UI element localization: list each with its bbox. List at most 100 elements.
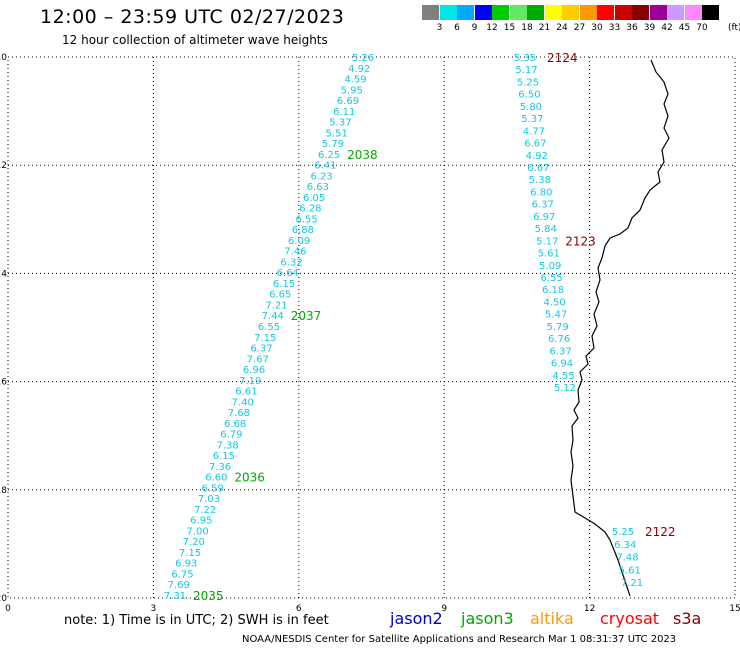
wave-height-reading: 6.55 (258, 322, 280, 333)
legend-swatch (562, 5, 579, 20)
page-title: 12:00 – 23:59 UTC 02/27/2023 (40, 6, 345, 28)
legend-label: 9 (471, 23, 478, 33)
wave-height-reading: 5.25 (612, 527, 634, 538)
wave-height-reading: 6.59 (201, 483, 223, 494)
wave-height-reading: 6.18 (542, 285, 564, 296)
wave-height-reading: 6.55 (295, 214, 317, 225)
wave-height-reading: 6.63 (307, 182, 329, 193)
wave-height-reading: 6.96 (243, 365, 265, 376)
wave-height-reading: 6.64 (277, 268, 299, 279)
legend-label: 12 (486, 23, 498, 33)
footer-note: note: 1) Time is in UTC; 2) SWH is in fe… (64, 613, 329, 628)
pass-time-label: 2124 (547, 51, 578, 65)
longitude-tick-label: 15 (729, 604, 740, 614)
wave-height-reading: 6.93 (175, 559, 197, 570)
wave-height-reading: 7.21 (621, 578, 643, 589)
longitude-tick-label: 9 (441, 604, 447, 614)
wave-height-reading: 4.92 (526, 151, 548, 162)
legend-swatch (667, 5, 684, 20)
wave-height-reading: 6.37 (549, 346, 571, 357)
pass-time-label: 2035 (193, 589, 224, 603)
wave-height-reading: 7.67 (247, 354, 269, 365)
wave-height-reading: 6.80 (530, 187, 552, 198)
wave-height-reading: 6.75 (171, 569, 193, 580)
wave-height-reading: 5.25 (517, 77, 539, 88)
wave-height-reading: 7.03 (198, 494, 220, 505)
wave-height-reading: 4.55 (552, 371, 574, 382)
legend-swatch (614, 5, 632, 20)
wave-height-reading: 7.19 (239, 376, 261, 387)
wave-height-reading: 6.15 (213, 451, 235, 462)
wave-height-reading: 5.38 (529, 175, 551, 186)
wave-height-reading: 7.46 (284, 247, 306, 258)
wave-height-reading: 5.79 (322, 139, 344, 150)
wave-height-reading: 6.79 (220, 430, 242, 441)
wave-height-reading: 5.12 (554, 383, 576, 394)
latitude-tick-label: -18 (0, 486, 7, 496)
wave-height-reading: 6.67 (527, 163, 549, 174)
legend-swatch (632, 5, 649, 20)
legend-swatch (684, 5, 702, 20)
wave-height-reading: 7.20 (183, 537, 205, 548)
wave-height-reading: 7.68 (228, 408, 250, 419)
wave-height-reading: 6.76 (548, 334, 570, 345)
wave-height-reading: 6.28 (299, 204, 321, 215)
wave-height-reading: 6.09 (288, 236, 310, 247)
wave-height-reading: 5.95 (341, 85, 363, 96)
legend-label: 70 (696, 23, 708, 33)
wave-height-reading: 5.84 (535, 224, 557, 235)
wave-height-reading: 5.26 (352, 53, 374, 64)
wave-height-reading: 6.60 (205, 473, 227, 484)
legend-label: 6 (454, 23, 460, 33)
wave-height-reading: 5.47 (545, 310, 567, 321)
satellite-cryosat-label: cryosat (600, 609, 660, 628)
wave-height-reading: 7.69 (168, 580, 190, 591)
legend-label: 24 (556, 23, 568, 33)
legend-label: 30 (591, 23, 603, 33)
satellite-jason2-label: jason2 (390, 609, 443, 628)
wave-height-reading: 5.80 (520, 102, 542, 113)
wave-height-reading: 6.25 (318, 150, 340, 161)
pass-time-label: 2122 (645, 525, 676, 539)
wave-height-reading: 4.92 (348, 64, 370, 75)
wave-height-reading: 6.97 (533, 212, 555, 223)
wave-height-reading: 6.65 (269, 290, 291, 301)
legend-swatch (527, 5, 544, 20)
wave-height-reading: 5.79 (546, 322, 568, 333)
legend-label: 18 (521, 23, 533, 33)
wave-height-reading: 6.95 (190, 516, 212, 527)
wave-height-reading: 7.38 (217, 440, 239, 451)
longitude-tick-label: 6 (296, 604, 302, 614)
legend-swatch (509, 5, 527, 20)
wave-height-reading: 6.88 (292, 225, 314, 236)
wave-height-reading: 5.37 (521, 114, 543, 125)
wave-height-reading: 5.17 (536, 236, 558, 247)
legend-label: 42 (661, 23, 673, 33)
legend-label: 39 (643, 23, 656, 33)
wave-height-reading: 4.77 (523, 126, 545, 137)
legend-swatch (474, 5, 492, 20)
satellite-jason3-label: jason3 (461, 609, 514, 628)
wave-height-reading: 6.37 (250, 344, 272, 355)
legend-swatch (579, 5, 597, 20)
pass-time-label: 2038 (347, 148, 378, 162)
wave-height-reading: 6.05 (303, 193, 325, 204)
longitude-tick-label: 0 (5, 604, 11, 614)
wave-height-reading: 6.68 (224, 419, 246, 430)
legend-swatch (597, 5, 614, 20)
page-subtitle: 12 hour collection of altimeter wave hei… (62, 33, 328, 47)
wave-height-reading: 6.37 (532, 200, 554, 211)
wave-height-reading: 6.11 (333, 107, 355, 118)
latitude-tick-label: -10 (0, 53, 7, 63)
wave-height-reading: 4.50 (543, 297, 565, 308)
legend-label: 21 (538, 23, 551, 33)
legend-label: 27 (573, 23, 586, 33)
wave-height-reading: 6.32 (280, 257, 302, 268)
wave-height-reading: 5.35 (514, 53, 536, 64)
pass-time-label: 2123 (565, 234, 596, 248)
legend-label: 36 (626, 23, 638, 33)
legend-label: 45 (678, 23, 691, 33)
wave-height-reading: 5.51 (326, 128, 348, 139)
wave-height-reading: 5.09 (539, 261, 561, 272)
wave-height-reading: 5.61 (538, 249, 560, 260)
